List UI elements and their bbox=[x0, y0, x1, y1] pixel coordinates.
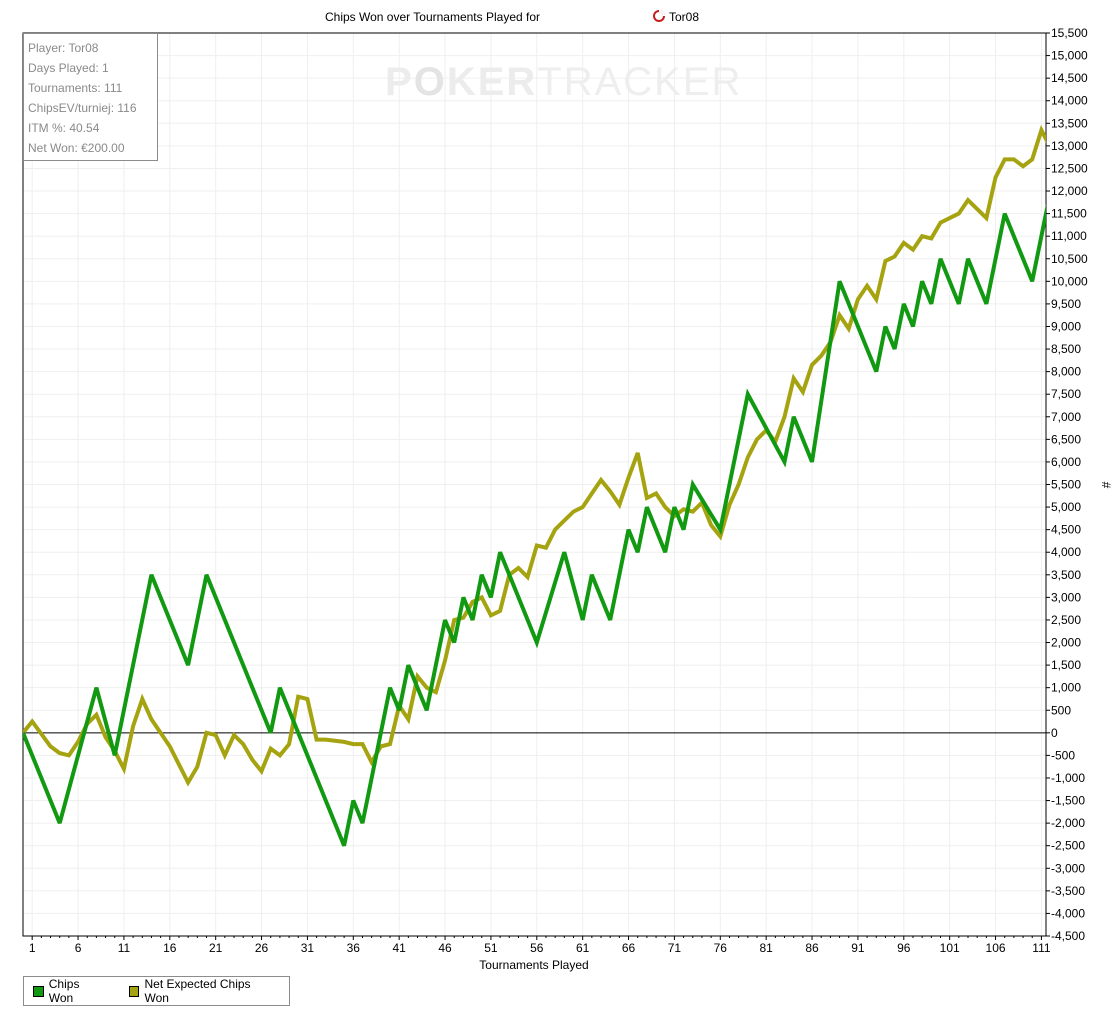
stat-chips-ev: ChipsEV/turniej: 116 bbox=[28, 101, 137, 115]
y-tick-label: 11,500 bbox=[1051, 207, 1087, 221]
series-line-chips-won bbox=[23, 203, 1046, 847]
legend-label-chips-won: Chips Won bbox=[48, 977, 80, 1005]
x-tick-label: 26 bbox=[255, 941, 269, 955]
axes bbox=[22, 32, 1050, 940]
x-tick-label: 71 bbox=[668, 941, 682, 955]
y-tick-label: 9,000 bbox=[1051, 319, 1081, 333]
stat-tournaments: Tournaments: 111 bbox=[28, 81, 123, 95]
y-tick-label: 1,500 bbox=[1051, 658, 1081, 672]
y-tick-label: 7,500 bbox=[1051, 387, 1081, 401]
legend-swatch-net-expected bbox=[128, 985, 140, 997]
stat-player: Player: Tor08 bbox=[28, 41, 99, 55]
y-tick-label: 2,000 bbox=[1051, 636, 1081, 650]
x-axis-label: Tournaments Played bbox=[479, 958, 588, 972]
x-tick-label: 16 bbox=[163, 941, 177, 955]
x-tick-label: 61 bbox=[576, 941, 590, 955]
x-tick-label: 81 bbox=[759, 941, 773, 955]
y-tick-label: 6,000 bbox=[1051, 455, 1081, 469]
y-tick-label: -3,500 bbox=[1051, 884, 1085, 898]
y-tick-label: -1,000 bbox=[1051, 771, 1085, 785]
y-tick-label: 8,500 bbox=[1051, 342, 1081, 356]
plot-frame bbox=[22, 32, 1047, 937]
y-tick-label: 10,000 bbox=[1051, 274, 1088, 288]
y-tick-label: -500 bbox=[1051, 748, 1075, 762]
x-tick-label: 56 bbox=[530, 941, 544, 955]
legend-swatch-chips-won bbox=[33, 985, 44, 997]
y-tick-label: 11,000 bbox=[1051, 229, 1087, 243]
stat-net-won: Net Won: €200.00 bbox=[28, 141, 125, 155]
y-tick-label: 14,500 bbox=[1051, 71, 1088, 85]
x-tick-label: 86 bbox=[805, 941, 819, 955]
y-tick-label: -3,000 bbox=[1051, 861, 1085, 875]
x-tick-label: 46 bbox=[438, 941, 452, 955]
y-tick-label: 13,000 bbox=[1051, 139, 1088, 153]
y-tick-label: -2,000 bbox=[1051, 816, 1085, 830]
x-tick-label: 111 bbox=[1032, 941, 1051, 955]
red-white-ring-icon bbox=[653, 10, 665, 22]
pokertracker-watermark: POKERTRACKER bbox=[385, 60, 743, 104]
y-tick-label: 0 bbox=[1051, 726, 1058, 740]
x-tick-label: 76 bbox=[714, 941, 728, 955]
y-tick-label: 6,500 bbox=[1051, 432, 1081, 446]
y-tick-label: -2,500 bbox=[1051, 839, 1085, 853]
y-tick-label: 3,000 bbox=[1051, 590, 1081, 604]
y-tick-label: 8,000 bbox=[1051, 365, 1081, 379]
x-tick-label: 101 bbox=[940, 941, 960, 955]
x-tick-label: 31 bbox=[301, 941, 315, 955]
tick-labels: -4,500 -4,000 -3,500 -3,000 -2,500 -2,000 -1,5… bbox=[29, 26, 1088, 955]
x-tick-label: 21 bbox=[209, 941, 223, 955]
y-tick-label: 12,000 bbox=[1051, 184, 1088, 198]
y-tick-label: -4,000 bbox=[1051, 906, 1085, 920]
y-tick-label: 4,500 bbox=[1051, 523, 1081, 537]
y-tick-label: 13,500 bbox=[1051, 116, 1088, 130]
y-tick-label: 7,000 bbox=[1051, 410, 1081, 424]
chart-legend: Chips Won Net Expected Chips Won bbox=[23, 976, 290, 1006]
legend-item-net-expected[interactable]: Net Expected Chips Won bbox=[128, 977, 275, 1005]
chart-title-group: Chips Won over Tournaments Played for To… bbox=[325, 10, 699, 24]
y-tick-label: 15,500 bbox=[1051, 26, 1088, 40]
legend-label-net-expected: Net Expected Chips Won bbox=[144, 977, 251, 1005]
series-line-net-expected bbox=[23, 124, 1046, 787]
y-tick-label: 14,000 bbox=[1051, 94, 1088, 108]
stat-days-played: Days Played: 1 bbox=[28, 61, 109, 75]
y-tick-label: 3,500 bbox=[1051, 568, 1081, 582]
x-tick-label: 96 bbox=[897, 941, 911, 955]
y-tick-label: 2,500 bbox=[1051, 613, 1081, 627]
grid-lines bbox=[23, 32, 1046, 937]
x-tick-label: 6 bbox=[75, 941, 82, 955]
series-lines bbox=[23, 124, 1046, 847]
y-tick-label: -1,500 bbox=[1051, 794, 1085, 808]
x-tick-label: 41 bbox=[392, 941, 406, 955]
y-axis-label: # bbox=[1099, 482, 1113, 489]
y-tick-label: 10,500 bbox=[1051, 252, 1088, 266]
x-tick-label: 1 bbox=[29, 941, 36, 955]
stat-itm: ITM %: 40.54 bbox=[28, 121, 100, 135]
y-tick-label: 500 bbox=[1051, 703, 1071, 717]
x-tick-label: 11 bbox=[118, 941, 131, 955]
x-tick-label: 91 bbox=[851, 941, 865, 955]
x-tick-label: 106 bbox=[986, 941, 1006, 955]
y-tick-label: 9,500 bbox=[1051, 297, 1081, 311]
y-tick-label: -4,500 bbox=[1051, 929, 1085, 943]
y-tick-label: 15,000 bbox=[1051, 49, 1088, 63]
x-tick-label: 66 bbox=[622, 941, 636, 955]
legend-item-chips-won[interactable]: Chips Won bbox=[33, 977, 106, 1005]
chart-title: Chips Won over Tournaments Played for bbox=[325, 10, 540, 24]
y-tick-label: 5,000 bbox=[1051, 500, 1081, 514]
x-tick-label: 51 bbox=[484, 941, 498, 955]
y-tick-label: 4,000 bbox=[1051, 545, 1081, 559]
x-tick-label: 36 bbox=[347, 941, 361, 955]
chart-title-player: Tor08 bbox=[669, 10, 699, 24]
y-tick-label: 5,500 bbox=[1051, 478, 1081, 492]
player-stats-box: Player: Tor08 Days Played: 1 Tournaments… bbox=[23, 33, 158, 161]
y-tick-label: 12,500 bbox=[1051, 161, 1088, 175]
y-tick-label: 1,000 bbox=[1051, 681, 1081, 695]
